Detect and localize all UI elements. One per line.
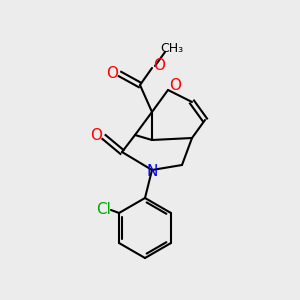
Text: O: O bbox=[169, 77, 181, 92]
Text: O: O bbox=[90, 128, 102, 142]
Text: O: O bbox=[106, 67, 118, 82]
Text: Cl: Cl bbox=[97, 202, 112, 217]
Text: CH₃: CH₃ bbox=[160, 43, 184, 56]
Text: O: O bbox=[153, 58, 165, 74]
Text: N: N bbox=[146, 164, 158, 178]
